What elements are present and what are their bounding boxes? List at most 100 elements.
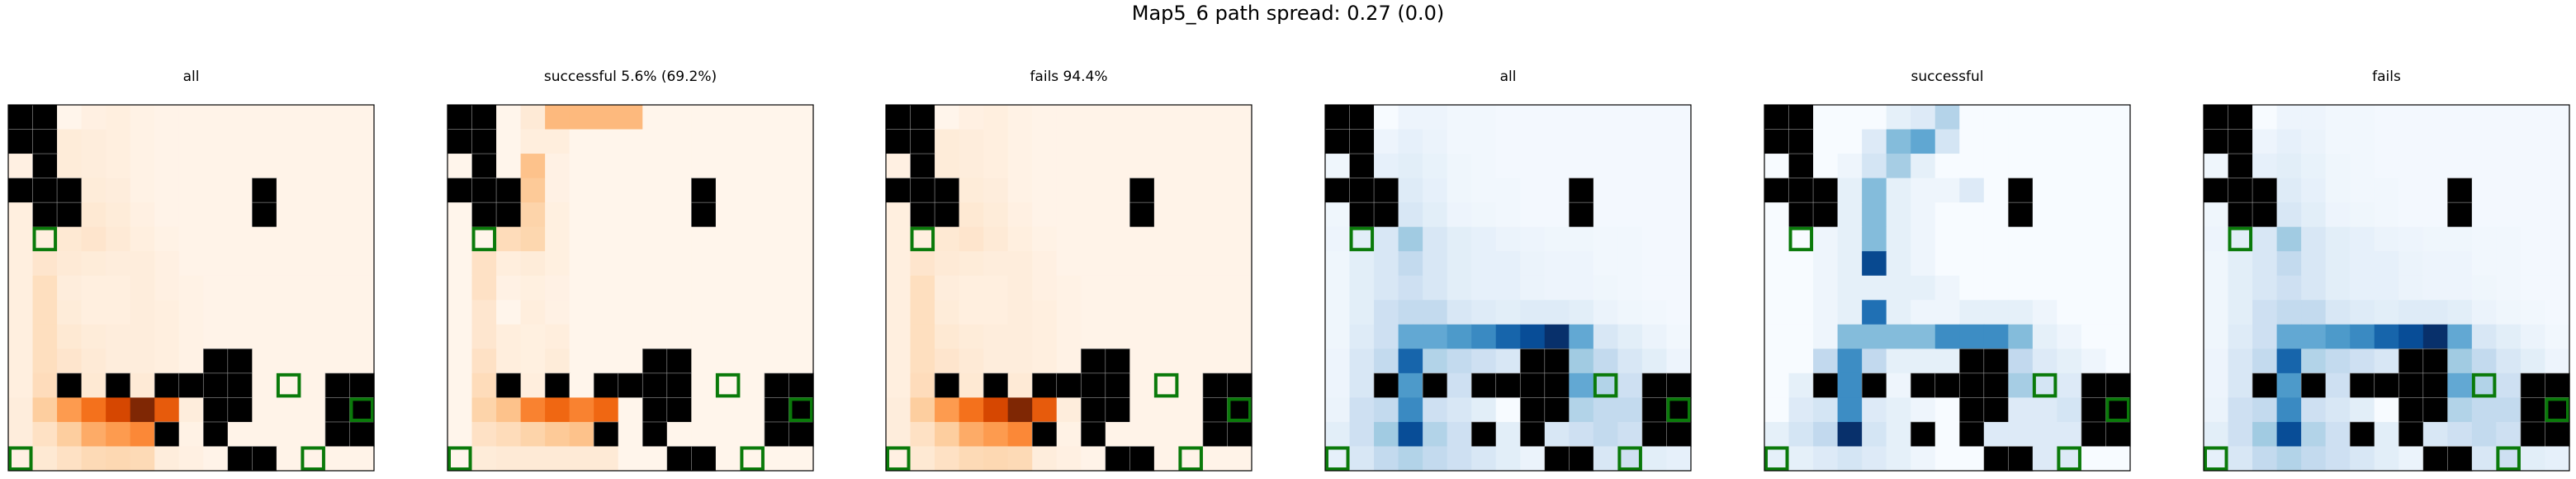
heat-cell bbox=[154, 105, 180, 130]
heat-cell bbox=[1032, 154, 1058, 179]
heat-cell bbox=[910, 446, 935, 472]
obstacle-cell bbox=[1544, 397, 1570, 423]
obstacle-cell bbox=[1910, 421, 1936, 448]
obstacle-cell bbox=[1666, 421, 1692, 448]
heat-cell bbox=[1520, 275, 1546, 301]
obstacle-cell bbox=[2008, 446, 2034, 472]
obstacle-cell bbox=[1934, 372, 1961, 399]
heat-cell bbox=[1178, 446, 1204, 472]
heat-cell bbox=[1862, 421, 1887, 447]
heat-cell bbox=[1911, 202, 1936, 228]
heat-cell bbox=[2008, 154, 2034, 179]
obstacle-cell bbox=[666, 446, 693, 472]
obstacle-cell bbox=[642, 372, 668, 399]
heat-cell bbox=[1520, 226, 1546, 252]
obstacle-cell bbox=[1349, 129, 1375, 154]
heat-cell bbox=[496, 446, 522, 472]
heat-cell bbox=[2301, 226, 2327, 252]
obstacle-cell bbox=[471, 202, 497, 228]
heat-cell bbox=[2204, 275, 2229, 301]
obstacle-cell bbox=[1958, 349, 1985, 374]
heat-cell bbox=[618, 324, 643, 349]
heat-cell bbox=[1569, 397, 1594, 423]
heat-cell bbox=[2301, 397, 2327, 423]
heat-cell bbox=[1153, 372, 1179, 398]
heat-cell bbox=[1178, 372, 1204, 398]
heat-cell bbox=[2032, 226, 2057, 252]
heat-cell bbox=[130, 300, 155, 325]
heat-cell bbox=[252, 275, 277, 301]
heat-cell bbox=[8, 446, 34, 472]
heat-cell bbox=[81, 421, 107, 447]
obstacle-cell bbox=[1788, 202, 1814, 228]
heat-cell bbox=[715, 251, 741, 277]
heat-cell bbox=[520, 226, 546, 252]
obstacle-cell bbox=[32, 202, 58, 228]
heat-cell bbox=[1423, 275, 1448, 301]
heat-cell bbox=[2301, 300, 2327, 325]
heat-cell bbox=[1178, 226, 1204, 252]
obstacle-cell bbox=[593, 421, 619, 448]
heat-cell bbox=[2374, 154, 2399, 179]
heat-cell bbox=[1032, 105, 1058, 130]
heat-cell bbox=[715, 154, 741, 179]
heat-cell bbox=[1105, 129, 1130, 154]
goal-marker bbox=[8, 446, 33, 472]
heat-cell bbox=[1178, 324, 1204, 349]
heat-cell bbox=[1764, 275, 1790, 301]
heat-cell bbox=[1983, 178, 2009, 203]
heat-cell bbox=[2374, 349, 2399, 374]
heat-cell bbox=[1423, 202, 1448, 228]
heat-cell bbox=[1813, 446, 1839, 472]
goal-marker bbox=[1153, 372, 1179, 398]
obstacle-cell bbox=[202, 421, 229, 448]
heat-cell bbox=[1959, 154, 1985, 179]
heat-cell bbox=[1447, 421, 1472, 447]
heat-cell bbox=[1398, 300, 1423, 325]
heat-cell bbox=[886, 397, 912, 423]
heat-cell bbox=[32, 300, 58, 325]
heat-cell bbox=[81, 372, 107, 398]
heat-cell bbox=[1325, 349, 1351, 374]
heat-cell bbox=[1911, 275, 1936, 301]
heat-cell bbox=[2276, 324, 2302, 349]
heat-cell bbox=[2057, 275, 2082, 301]
heat-cell bbox=[2301, 251, 2327, 277]
heat-cell bbox=[2081, 154, 2106, 179]
heat-cell bbox=[788, 446, 814, 472]
obstacle-cell bbox=[2081, 372, 2107, 399]
heat-cell bbox=[2374, 446, 2399, 472]
heat-cell bbox=[252, 372, 277, 398]
heat-cell bbox=[935, 226, 960, 252]
heat-cell bbox=[2204, 372, 2229, 398]
heat-cell bbox=[349, 129, 375, 154]
heat-cell bbox=[1837, 178, 1863, 203]
heat-cell bbox=[1911, 300, 1936, 325]
heat-cell bbox=[2032, 349, 2057, 374]
heat-cell bbox=[276, 275, 301, 301]
heat-cell bbox=[520, 421, 546, 447]
heat-cell bbox=[1983, 105, 2009, 130]
heat-cell bbox=[983, 275, 1009, 301]
heat-cell bbox=[1617, 178, 1643, 203]
heat-cell bbox=[252, 300, 277, 325]
heat-cell bbox=[2032, 421, 2057, 447]
heat-cell bbox=[2204, 397, 2229, 423]
obstacle-cell bbox=[1105, 372, 1131, 399]
heat-cell bbox=[1007, 129, 1033, 154]
heat-cell bbox=[1081, 178, 1106, 203]
heat-cell bbox=[2350, 202, 2375, 228]
heat-cell bbox=[178, 275, 204, 301]
heat-cell bbox=[1129, 251, 1155, 277]
heat-cell bbox=[1617, 421, 1643, 447]
heat-cell bbox=[618, 421, 643, 447]
heat-cell bbox=[2032, 154, 2057, 179]
heat-cell bbox=[2057, 446, 2082, 472]
heat-cell bbox=[520, 324, 546, 349]
heat-cell bbox=[324, 275, 350, 301]
heat-cell bbox=[1227, 129, 1252, 154]
obstacle-cell bbox=[154, 421, 180, 448]
heat-cell bbox=[471, 372, 497, 398]
heat-cell bbox=[349, 446, 375, 472]
obstacle-cell bbox=[2447, 202, 2473, 228]
